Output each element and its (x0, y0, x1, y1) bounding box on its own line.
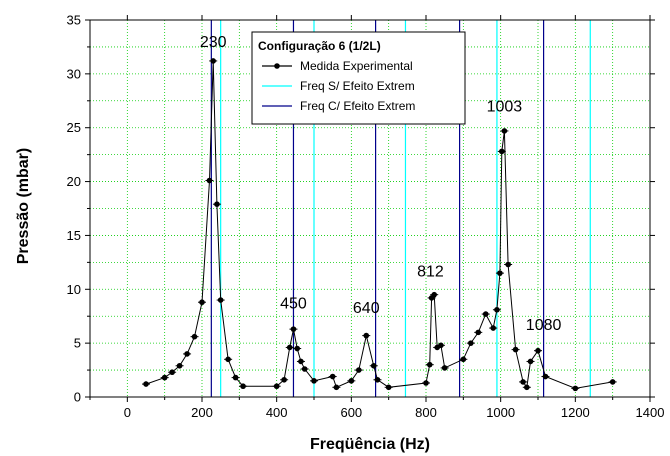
data-point (423, 380, 429, 386)
data-point (482, 311, 489, 317)
data-point (460, 356, 467, 363)
data-point (501, 128, 508, 134)
data-point (199, 299, 205, 306)
x-tick-label: 800 (415, 405, 437, 420)
y-axis-title: Pressão (mbar) (15, 148, 32, 265)
axis-ticks: 0 200 400 600 800 1000 1200 1400 0 5 10 15 20 25 30 35 (67, 13, 665, 421)
data-point (281, 376, 287, 383)
data-point (294, 345, 301, 352)
legend: Configuração 6 (1/2L) Medida Experimenta… (251, 31, 466, 125)
y-tick-label: 0 (74, 390, 81, 405)
y-tick-label: 25 (67, 120, 81, 135)
data-point (311, 378, 317, 384)
peak-label: 1003 (487, 99, 523, 116)
data-point (512, 346, 519, 353)
data-point (431, 291, 438, 298)
data-point (232, 374, 239, 381)
peak-label: 450 (280, 296, 307, 313)
x-tick-label: 1400 (636, 405, 665, 420)
peak-label: 640 (353, 300, 380, 317)
data-point (527, 358, 534, 365)
x-tick-label: 1200 (561, 405, 590, 420)
data-point (217, 297, 224, 303)
frequency-lines (210, 20, 591, 397)
x-tick-label: 600 (340, 405, 362, 420)
data-point (494, 306, 500, 313)
x-tick-label: 400 (266, 405, 288, 420)
data-point (524, 384, 530, 391)
data-point (363, 332, 370, 339)
y-tick-label: 35 (67, 13, 81, 28)
data-point (572, 385, 579, 392)
data-point (438, 342, 444, 349)
x-axis-title: Freqüência (Hz) (310, 436, 430, 453)
data-point (370, 362, 377, 369)
data-point (497, 270, 503, 276)
data-point (505, 261, 511, 268)
experimental-series (142, 58, 617, 392)
data-point (356, 367, 362, 373)
peak-label: 812 (417, 263, 444, 280)
data-point (176, 362, 183, 369)
data-point (290, 326, 297, 332)
x-tick-label: 200 (191, 405, 213, 420)
legend-label-freq-com: Freq C/ Efeito Extrem (300, 99, 415, 113)
legend-marker-experimental (274, 63, 280, 69)
data-point (374, 376, 381, 383)
y-tick-label: 5 (74, 336, 81, 351)
data-point (468, 340, 474, 346)
data-point (273, 383, 280, 390)
y-tick-label: 20 (67, 174, 81, 189)
data-point (286, 344, 293, 351)
data-point (542, 373, 549, 380)
legend-title: Configuração 6 (1/2L) (258, 39, 381, 53)
data-point (535, 347, 541, 354)
x-tick-label: 0 (124, 405, 131, 420)
data-point (240, 383, 246, 390)
peak-label: 1080 (526, 317, 562, 334)
data-point (169, 369, 175, 376)
y-tick-label: 15 (67, 228, 81, 243)
data-point (143, 381, 149, 387)
data-point (385, 384, 392, 391)
data-point (161, 374, 168, 381)
data-point (225, 356, 231, 363)
data-point (348, 378, 355, 384)
data-point (426, 361, 433, 368)
data-point (441, 365, 448, 371)
data-point (298, 358, 304, 365)
legend-box (251, 31, 466, 125)
peak-annotations: 230 450 640 812 1003 1080 (200, 34, 562, 334)
legend-label-freq-sem: Freq S/ Efeito Extrem (300, 79, 415, 93)
data-point (333, 384, 340, 391)
data-point (498, 148, 505, 155)
data-point (490, 325, 497, 331)
data-point (214, 201, 220, 207)
data-point (609, 379, 616, 385)
data-point (475, 329, 482, 336)
legend-label-experimental: Medida Experimental (300, 59, 413, 73)
peak-label: 230 (200, 34, 227, 51)
y-tick-label: 10 (67, 282, 81, 297)
data-point (329, 373, 336, 380)
data-point (184, 351, 190, 357)
data-point (301, 366, 308, 372)
data-point (520, 379, 526, 385)
x-tick-label: 1000 (486, 405, 515, 420)
data-point (206, 177, 213, 184)
y-tick-label: 30 (67, 66, 81, 81)
data-point (191, 333, 198, 340)
data-point (210, 58, 216, 64)
